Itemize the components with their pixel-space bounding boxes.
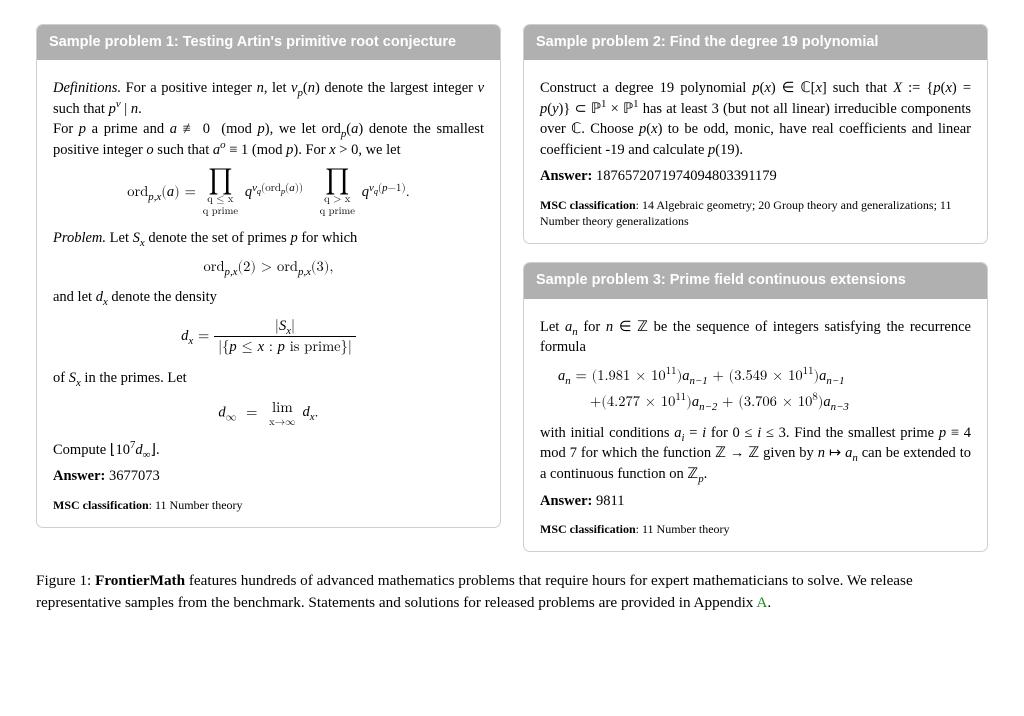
problem-intro: Let an for n ∈ ℤ be the sequence of inte…	[540, 317, 971, 358]
answer-label: Answer:	[540, 493, 592, 509]
problem-card-2: Sample problem 2: Find the degree 19 pol…	[523, 24, 988, 244]
density-intro: and let dx denote the density	[53, 287, 484, 308]
msc-line: MSC classification: 11 Number theory	[53, 497, 484, 513]
msc-text: : 11 Number theory	[149, 498, 243, 512]
msc-text: : 11 Number theory	[636, 522, 730, 536]
card-title: Sample problem 1: Testing Artin's primit…	[37, 25, 500, 60]
equation-density: dx = |Sx| |{p ≤ x : p is prime}|	[53, 316, 484, 358]
left-column: Sample problem 1: Testing Artin's primit…	[36, 24, 501, 528]
answer-label: Answer:	[540, 168, 592, 184]
problem-card-3: Sample problem 3: Prime field continuous…	[523, 262, 988, 552]
appendix-link[interactable]: A	[756, 594, 767, 611]
problem-rest: with initial conditions ai = i for 0 ≤ i…	[540, 423, 971, 485]
card-body: Definitions. For a positive integer n, l…	[37, 60, 500, 527]
definitions-paragraph: Definitions. For a positive integer n, l…	[53, 78, 484, 160]
problem-body: Construct a degree 19 polynomial p(x) ∈ …	[540, 78, 971, 160]
figure-caption: Figure 1: FrontierMath features hundreds…	[36, 570, 988, 613]
answer-label: Answer:	[53, 468, 105, 484]
definitions-label: Definitions.	[53, 80, 121, 96]
card-body: Construct a degree 19 polynomial p(x) ∈ …	[524, 60, 987, 243]
problem-label: Problem.	[53, 230, 106, 246]
compute-line: Compute ⌊107d∞⌋.	[53, 440, 484, 461]
problem-columns: Sample problem 1: Testing Artin's primit…	[36, 24, 988, 552]
msc-line: MSC classification: 11 Number theory	[540, 521, 971, 537]
limit-intro: of Sx in the primes. Let	[53, 368, 484, 389]
card-body: Let an for n ∈ ℤ be the sequence of inte…	[524, 299, 987, 552]
answer-value: 1876572071974094803391179	[596, 168, 777, 184]
card-title: Sample problem 3: Prime field continuous…	[524, 263, 987, 298]
problem-card-1: Sample problem 1: Testing Artin's primit…	[36, 24, 501, 528]
equation-limit: d∞ = lim x→∞ dx.	[53, 397, 484, 430]
equation-recurrence: an = (1.981 × 1011)an−1 + (3.549 × 1011)…	[540, 366, 971, 413]
caption-bold: FrontierMath	[95, 572, 185, 589]
card-title: Sample problem 2: Find the degree 19 pol…	[524, 25, 987, 60]
answer-line: Answer: 3677073	[53, 466, 484, 487]
problem-intro: Problem. Let Sx denote the set of primes…	[53, 228, 484, 249]
answer-line: Answer: 9811	[540, 491, 971, 512]
msc-label: MSC classification	[53, 498, 149, 512]
right-column: Sample problem 2: Find the degree 19 pol…	[523, 24, 988, 552]
msc-label: MSC classification	[540, 198, 636, 212]
answer-value: 3677073	[109, 468, 160, 484]
msc-label: MSC classification	[540, 522, 636, 536]
figure-label: Figure 1:	[36, 572, 95, 589]
equation-ord-inequality: ordp,x(2) > ordp,x(3),	[53, 257, 484, 278]
answer-value: 9811	[596, 493, 624, 509]
equation-ord-product: ordp,x(a) = ∏ q ≤ x q prime qvq(ordp(a))…	[53, 168, 484, 218]
msc-line: MSC classification: 14 Algebraic geometr…	[540, 197, 971, 229]
caption-period: .	[767, 594, 771, 611]
answer-line: Answer: 1876572071974094803391179	[540, 166, 971, 187]
